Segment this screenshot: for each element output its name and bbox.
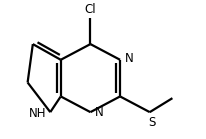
Text: Cl: Cl	[84, 3, 96, 16]
Text: S: S	[147, 116, 154, 130]
Text: NH: NH	[29, 107, 47, 120]
Text: N: N	[94, 106, 103, 119]
Text: N: N	[124, 52, 132, 65]
